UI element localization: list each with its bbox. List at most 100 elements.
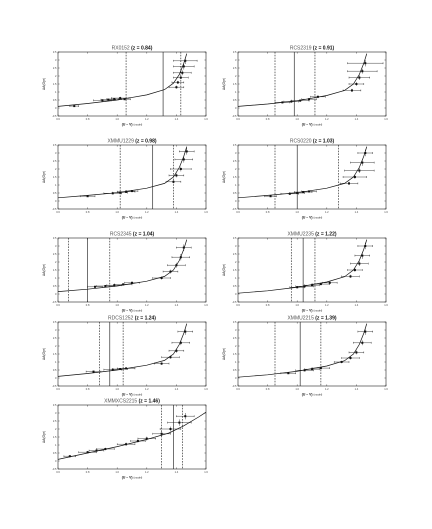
redshift-label: (z = 1.24) [135, 316, 157, 322]
x-tick-label: 0.6 [56, 210, 60, 214]
x-tick-label: 0.8 [86, 303, 90, 307]
data-point [101, 99, 104, 102]
data-point [349, 357, 352, 359]
data-point [296, 286, 299, 289]
y-tick-label: 1 [55, 360, 57, 364]
data-point [182, 158, 185, 161]
y-tick-label: -0.5 [232, 207, 237, 211]
y-tick-label: 3 [235, 244, 237, 248]
y-tick-label: 3 [235, 58, 237, 62]
y-axis-label: ΔA(Gyr) [42, 171, 46, 183]
x-axis-label-main: (U − V) [302, 309, 314, 313]
x-tick-label: 1.6 [384, 117, 388, 121]
x-tick-label: 1.0 [115, 117, 119, 121]
data-point [92, 370, 95, 373]
y-axis-label: ΔA(Gyr) [222, 171, 226, 183]
data-point [175, 174, 178, 177]
y-tick-label: 1 [235, 276, 237, 280]
x-tick-label: 1.6 [204, 210, 208, 214]
redshift-label: (z = 0.84) [131, 46, 153, 52]
data-point [169, 270, 172, 273]
y-tick-label: 2 [55, 344, 57, 348]
panel-xmmu2235: XMMU2235 (z = 1.22) 0.6 0.8 1.0 1.2 1.4 1.6 -0.… [222, 232, 388, 313]
model-curve [238, 146, 368, 199]
y-tick-label: 2.5 [53, 252, 57, 256]
data-point [340, 361, 343, 363]
data-point [104, 448, 107, 450]
y-tick-label: 0 [235, 199, 237, 203]
panel-xmmu2215: XMMU2215 (z = 1.39) 0.6 0.8 1.0 1.2 1.4 1.6 -0.… [222, 316, 388, 397]
cluster-name: RX0152 [112, 46, 131, 52]
y-tick-label: -0.5 [232, 300, 237, 304]
y-tick-label: 2 [235, 344, 237, 348]
data-point [119, 368, 122, 371]
y-tick-label: 2 [55, 427, 57, 431]
plot-frame [237, 237, 387, 303]
data-point [175, 349, 178, 352]
data-point [160, 277, 163, 279]
x-tick-label: 1.6 [384, 387, 388, 391]
x-tick-label: 0.6 [56, 303, 60, 307]
y-tick-label: 0 [235, 106, 237, 110]
data-point [94, 285, 96, 288]
data-point [95, 449, 98, 452]
data-point [178, 421, 181, 424]
model-curve [58, 146, 188, 199]
data-point [119, 191, 122, 194]
x-axis-label: (U − V) (model) [302, 216, 323, 220]
x-tick-label: 1.0 [295, 117, 299, 121]
x-tick-label: 1.2 [145, 303, 149, 307]
x-tick-label: 1.0 [115, 387, 119, 391]
x-axis-label-main: (U − V) [122, 393, 134, 397]
y-tick-label: -0.5 [52, 384, 57, 388]
y-tick-label: 2.5 [53, 419, 57, 423]
panel-rcs2319: RCS2319 (z = 0.91) 0.6 0.8 1.0 1.2 1.4 1.6 -0.5… [222, 46, 388, 127]
x-tick-label: 0.8 [86, 387, 90, 391]
data-point [175, 86, 178, 89]
x-axis-label-main: (U − V) [122, 216, 134, 220]
y-tick-label: 3 [55, 151, 57, 155]
y-tick-label: 1 [55, 443, 57, 447]
x-tick-label: 1.4 [175, 117, 179, 121]
x-axis-label-sub: (model) [133, 476, 142, 480]
y-tick-label: 0.5 [233, 284, 237, 288]
x-tick-label: 1.0 [115, 303, 119, 307]
plot-frame [57, 144, 207, 210]
data-point [119, 97, 122, 100]
data-point [364, 330, 367, 333]
y-tick-label: -0.5 [52, 300, 57, 304]
y-tick-label: 1.5 [53, 82, 57, 86]
panel-title: RCS0220 (z = 1.03) [290, 139, 335, 145]
x-axis-label: (U − V) (model) [122, 309, 143, 313]
x-tick-label: 0.6 [56, 470, 60, 474]
data-point [319, 367, 322, 370]
panel-rx0152: RX0152 (z = 0.84) 0.6 0.8 1.0 1.2 1.4 1.6 -0.5 0… [42, 46, 208, 127]
y-tick-label: -0.5 [232, 384, 237, 388]
x-axis-label-main: (U − V) [122, 309, 134, 313]
x-tick-label: 1.2 [145, 210, 149, 214]
redshift-label: (z = 1.46) [139, 399, 161, 405]
x-tick-label: 1.0 [295, 210, 299, 214]
panel-rcs0220: RCS0220 (z = 1.03) 0.6 0.8 1.0 1.2 1.4 1.6 -0.5… [222, 139, 388, 220]
y-tick-label: 3.5 [53, 320, 57, 324]
x-tick-label: 1.2 [325, 210, 329, 214]
x-tick-label: 0.8 [266, 117, 270, 121]
y-tick-label: 0.5 [233, 368, 237, 372]
data-point [182, 65, 185, 68]
x-axis-label-sub: (model) [133, 393, 142, 397]
x-tick-label: 0.8 [266, 387, 270, 391]
redshift-label: (z = 1.03) [313, 139, 335, 145]
x-axis-label: (U − V) (model) [122, 216, 143, 220]
y-tick-label: 3.5 [233, 320, 237, 324]
data-point [355, 351, 358, 354]
y-tick-label: 1 [235, 360, 237, 364]
panel-xmmu1229: XMMU1229 (z = 0.98) 0.6 0.8 1.0 1.2 1.4 1.6 -0.… [42, 139, 208, 220]
y-tick-label: 0.5 [53, 368, 57, 372]
y-tick-label: 3.5 [233, 236, 237, 240]
panel-rdcs1252: RDCS1252 (z = 1.24) 0.6 0.8 1.0 1.2 1.4 1.6 -0.… [42, 316, 208, 397]
data-point [316, 95, 319, 98]
y-axis-label: ΔA(Gyr) [42, 78, 46, 90]
redshift-label: (z = 1.22) [315, 232, 337, 238]
data-point [361, 341, 364, 344]
panel-title: RX0152 (z = 0.84) [112, 46, 153, 52]
